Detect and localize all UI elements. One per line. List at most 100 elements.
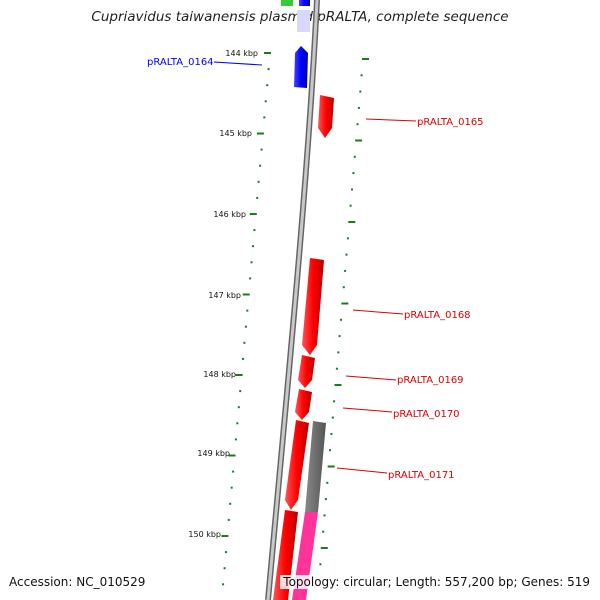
minor-tick — [346, 237, 349, 240]
kbp-label: 145 kbp — [219, 129, 252, 138]
gene-reverse-lower-shape[interactable] — [273, 510, 298, 600]
callout-line — [345, 375, 397, 381]
minor-tick — [243, 341, 246, 344]
minor-tick — [227, 518, 230, 521]
minor-tick — [257, 180, 260, 183]
summary-label: Topology: circular; Length: 557,200 bp; … — [280, 575, 590, 589]
minor-tick — [267, 68, 270, 71]
minor-tick — [266, 84, 269, 87]
major-tick — [348, 221, 356, 223]
gene-label-pRALTA_0169[interactable]: pRALTA_0169 — [397, 375, 464, 386]
gene-pRALTA_0165-shape[interactable] — [318, 95, 334, 138]
gene-other-partial[interactable] — [281, 0, 293, 6]
accession-label: Accession: NC_010529 — [9, 575, 146, 589]
minor-tick — [250, 261, 253, 264]
major-tick — [249, 213, 257, 215]
minor-tick — [345, 253, 348, 256]
minor-tick — [329, 449, 331, 452]
minor-tick — [324, 498, 327, 501]
minor-tick — [252, 245, 254, 248]
minor-tick — [234, 438, 237, 441]
minor-tick — [326, 481, 329, 484]
left-tick-track — [221, 52, 271, 586]
minor-tick — [342, 286, 345, 289]
gene-pRALTA_0171-shape[interactable] — [285, 420, 309, 510]
major-tick — [362, 58, 369, 60]
gene-pRALTA_0164-shape[interactable] — [294, 46, 308, 88]
minor-tick — [352, 172, 355, 175]
kbp-label: 147 kbp — [208, 291, 241, 300]
gene-forward-faint[interactable] — [297, 10, 310, 32]
major-tick — [320, 547, 328, 549]
minor-tick — [225, 551, 227, 554]
minor-tick — [222, 583, 225, 586]
minor-tick — [331, 416, 334, 419]
minor-tick — [322, 530, 325, 533]
minor-tick — [263, 116, 266, 119]
minor-tick — [337, 351, 340, 354]
minor-tick — [249, 277, 252, 280]
major-tick — [355, 139, 363, 142]
minor-tick — [229, 502, 232, 505]
callout-line — [352, 309, 404, 315]
callout-line — [342, 407, 393, 413]
minor-tick — [357, 106, 360, 109]
minor-tick — [360, 74, 363, 77]
kbp-label: 144 kbp — [225, 49, 258, 58]
minor-tick — [232, 470, 235, 473]
gene-label-pRALTA_0165[interactable]: pRALTA_0165 — [417, 117, 484, 128]
minor-tick — [340, 318, 342, 321]
minor-tick — [353, 155, 356, 158]
kbp-scale: 144 kbp 145 kbp 146 kbp 147 kbp 148 kbp 149 k… — [188, 49, 258, 539]
minor-tick — [236, 422, 239, 425]
minor-tick — [338, 335, 341, 338]
minor-tick — [246, 309, 249, 312]
major-tick — [221, 535, 229, 537]
backbone — [266, 0, 319, 600]
minor-tick — [359, 90, 362, 93]
major-tick — [235, 374, 243, 376]
minor-tick — [256, 196, 259, 199]
minor-tick — [335, 367, 338, 370]
minor-tick — [230, 486, 233, 489]
gene-pRALTA_0170-shape[interactable] — [295, 389, 312, 420]
major-tick — [264, 52, 271, 54]
callout-line — [365, 118, 417, 122]
minor-tick — [223, 567, 226, 570]
gene-label-pRALTA_0170[interactable]: pRALTA_0170 — [393, 409, 460, 420]
gene-callouts[interactable]: pRALTA_0164 pRALTA_0165 pRALTA_0168 pRALTA_… — [147, 57, 484, 481]
minor-tick — [356, 123, 359, 126]
gene-pseudo-shape[interactable] — [305, 421, 326, 512]
minor-tick — [349, 204, 352, 207]
right-tick-track — [318, 58, 369, 582]
major-tick — [327, 465, 335, 468]
callout-line — [213, 61, 263, 66]
minor-tick — [259, 164, 262, 167]
minor-tick — [253, 229, 256, 232]
gene-pRALTA_0168-shape[interactable] — [302, 258, 324, 355]
major-tick — [256, 132, 264, 135]
major-tick — [228, 454, 236, 457]
minor-tick — [319, 563, 322, 566]
minor-tick — [333, 400, 336, 403]
gene-label-pRALTA_0171[interactable]: pRALTA_0171 — [388, 470, 455, 481]
major-tick — [341, 302, 349, 305]
gene-forward-partial[interactable] — [299, 0, 310, 6]
minor-tick — [351, 188, 353, 191]
callout-line — [336, 467, 388, 474]
gene-label-pRALTA_0164[interactable]: pRALTA_0164 — [147, 57, 214, 68]
minor-tick — [239, 390, 242, 393]
minor-tick — [323, 514, 326, 517]
major-tick — [242, 293, 250, 296]
minor-tick — [344, 269, 347, 272]
kbp-label: 146 kbp — [213, 210, 246, 219]
minor-tick — [264, 100, 267, 103]
kbp-label: 149 kbp — [197, 449, 230, 458]
kbp-label: 148 kbp — [203, 370, 236, 379]
gene-pRALTA_0169-shape[interactable] — [298, 355, 315, 388]
minor-tick — [242, 357, 244, 360]
gene-label-pRALTA_0168[interactable]: pRALTA_0168 — [404, 310, 471, 321]
kbp-label: 150 kbp — [188, 530, 221, 539]
minor-tick — [244, 325, 247, 328]
